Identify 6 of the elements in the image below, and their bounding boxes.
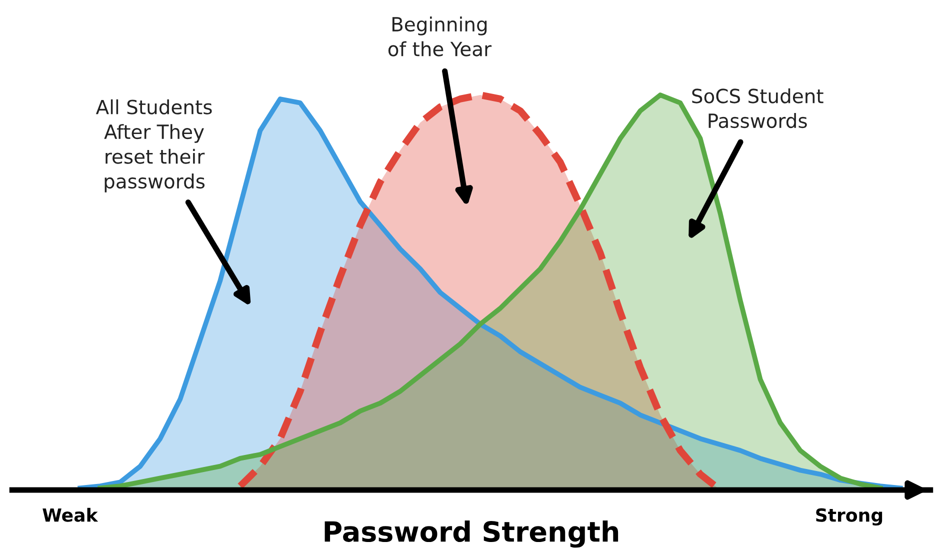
x-axis-title: Password Strength bbox=[324, 520, 618, 548]
text: Beginning of the Year bbox=[388, 16, 492, 56]
text: Strong bbox=[816, 508, 882, 526]
series-label: All Students After They reset their passwords bbox=[96, 99, 212, 192]
text: Weak bbox=[42, 508, 98, 522]
series-label: SoCS Student Passwords bbox=[692, 88, 824, 128]
